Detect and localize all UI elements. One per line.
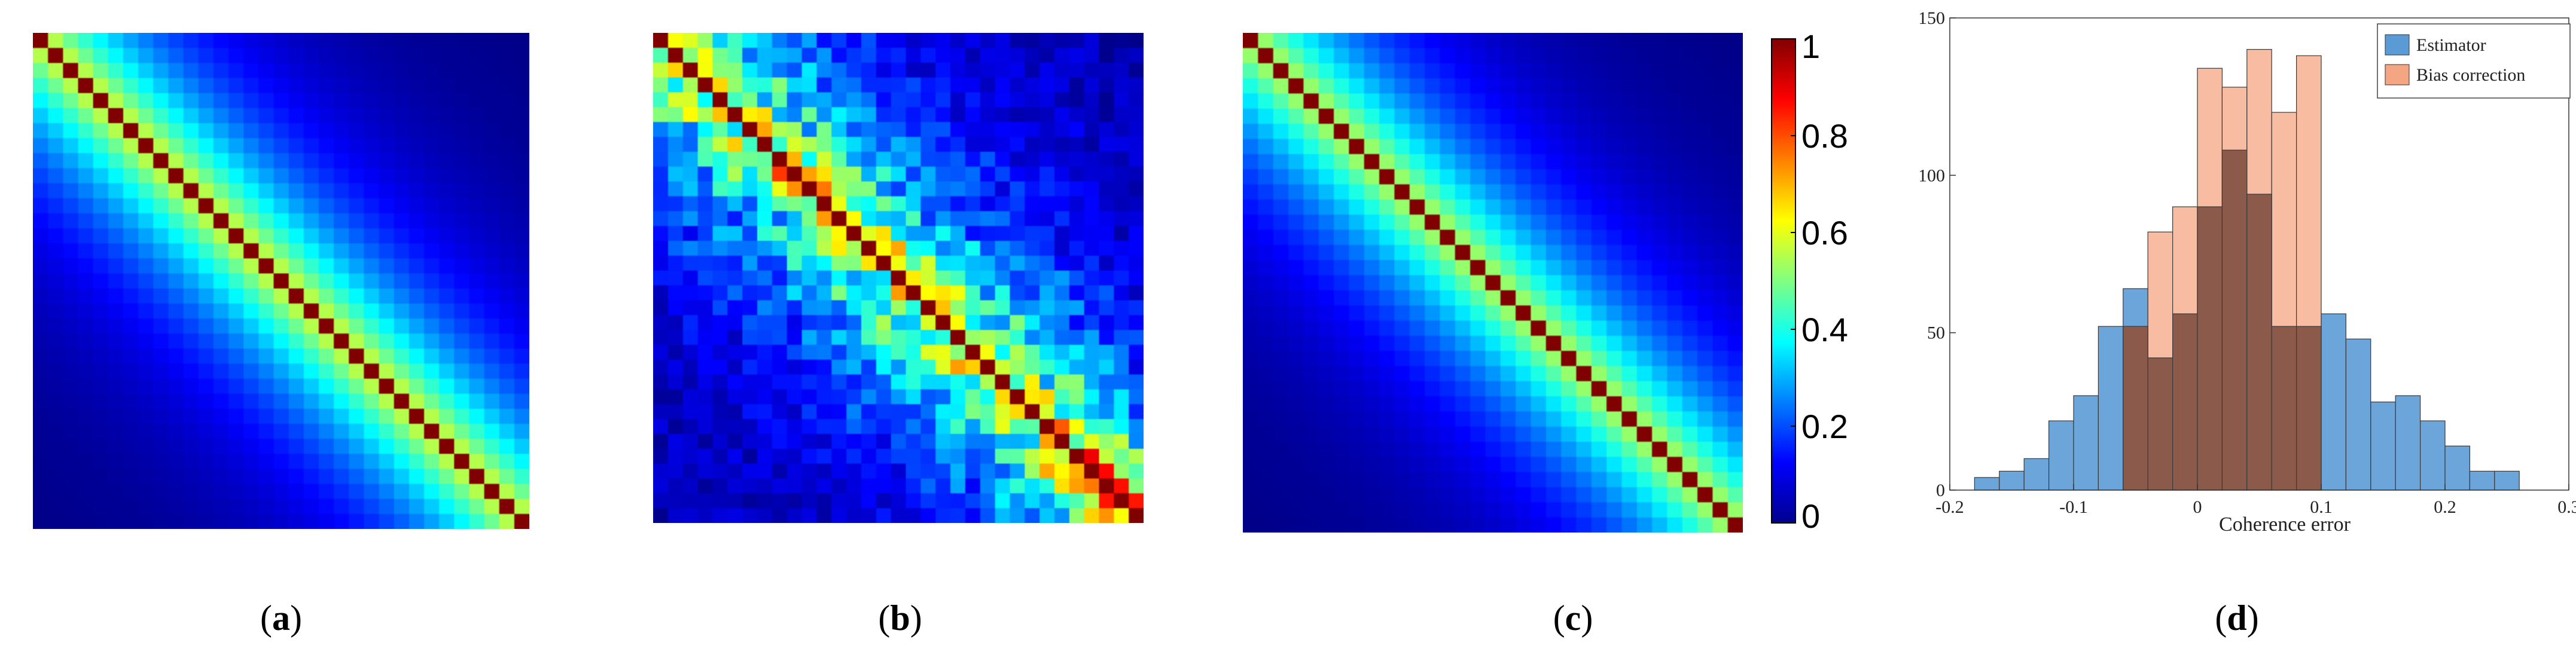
estimator-bar <box>2494 470 2520 491</box>
estimator-bar <box>2444 445 2471 491</box>
estimator-bar <box>1999 470 2025 491</box>
estimator-bar <box>2073 395 2099 491</box>
estimator-bar <box>1974 477 2000 491</box>
x-axis-label: Coherence error <box>2219 513 2351 536</box>
overlap-bar <box>2271 326 2297 491</box>
x-tick-label: -0.2 <box>1935 497 1964 517</box>
overlap-bar <box>2221 149 2248 491</box>
y-tick-label: 100 <box>1920 166 1945 185</box>
heatmap-panel-c <box>1243 33 1743 533</box>
estimator-bar <box>2370 401 2396 491</box>
colorbar-tick-label: 0.2 <box>1801 408 1848 445</box>
overlap-bar <box>2147 357 2173 491</box>
colorbar: 0 0.2 0.4 0.6 0.8 1 <box>1771 33 1848 529</box>
legend-label-bias-correction: Bias correction <box>2416 65 2525 85</box>
heatmap-panel-b <box>653 33 1144 523</box>
estimator-bar <box>2048 420 2074 491</box>
x-tick-label: 0.2 <box>2434 497 2456 517</box>
caption-a: (a) <box>260 598 302 638</box>
legend-swatch-bias-correction <box>2385 64 2410 85</box>
overlap-bar <box>2246 194 2272 491</box>
x-tick-label: 0 <box>2193 497 2202 517</box>
colorbar-tick-label: 0.8 <box>1801 117 1848 155</box>
x-tick-label: -0.1 <box>2059 497 2088 517</box>
y-tick-label: 50 <box>1927 323 1945 343</box>
histogram-panel-d: -0.2 -0.1 0 0.1 0.2 0.3 0 50 100 150 Estimator Bi… <box>1920 8 2576 536</box>
plot-frame <box>1949 17 2569 491</box>
estimator-bar <box>2023 458 2050 491</box>
estimator-bar <box>2321 313 2347 491</box>
colorbar-gradient <box>1771 38 1796 524</box>
heatmap-panel-a <box>33 33 529 529</box>
legend-label-estimator: Estimator <box>2416 35 2486 55</box>
colorbar-tick-label: 0.6 <box>1801 214 1848 252</box>
caption-d: (d) <box>2215 598 2259 638</box>
colorbar-tick-label: 0 <box>1801 497 1820 529</box>
x-tick-label: 0.1 <box>2310 497 2333 517</box>
overlap-bar <box>2123 326 2148 491</box>
colorbar-tick-label: 0.4 <box>1801 311 1848 348</box>
overlap-bar <box>2197 206 2223 491</box>
estimator-bar <box>2469 470 2495 491</box>
overlap-bar <box>2295 326 2322 491</box>
estimator-bar <box>2345 338 2371 491</box>
x-tick-label: 0.3 <box>2557 497 2576 517</box>
caption-b: (b) <box>878 598 922 638</box>
caption-c: (c) <box>1553 598 1593 638</box>
colorbar-tick-label: 1 <box>1801 33 1820 65</box>
legend-swatch-estimator <box>2385 34 2410 56</box>
estimator-bar <box>2419 420 2446 491</box>
y-tick-label: 150 <box>1920 8 1945 28</box>
legend-box <box>2377 23 2571 99</box>
y-tick-label: 0 <box>1936 481 1945 500</box>
estimator-bar <box>2098 326 2124 491</box>
estimator-bar <box>2395 395 2421 491</box>
overlap-bar <box>2172 313 2198 491</box>
